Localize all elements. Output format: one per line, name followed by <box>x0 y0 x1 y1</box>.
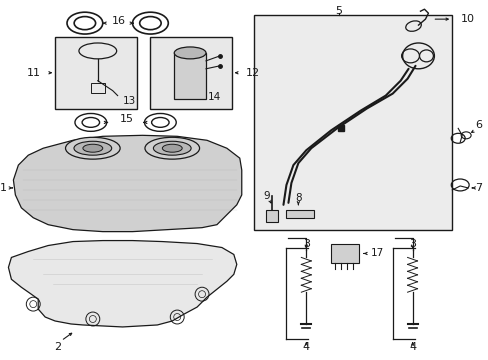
Ellipse shape <box>65 137 120 159</box>
Bar <box>150 37 231 108</box>
Text: 4: 4 <box>408 342 415 352</box>
Bar <box>91 83 104 93</box>
Bar <box>265 210 277 222</box>
Text: 17: 17 <box>370 248 383 258</box>
Bar <box>286 210 314 218</box>
Text: 11: 11 <box>27 68 41 78</box>
Ellipse shape <box>153 141 191 155</box>
Text: 9: 9 <box>263 191 269 201</box>
Text: 6: 6 <box>475 120 482 130</box>
Text: 7: 7 <box>474 183 482 193</box>
Text: 15: 15 <box>120 114 133 125</box>
Text: 2: 2 <box>54 342 61 352</box>
Text: 3: 3 <box>408 239 415 248</box>
Text: 10: 10 <box>460 14 474 24</box>
Text: 4: 4 <box>302 342 309 352</box>
Text: 8: 8 <box>294 193 301 203</box>
Text: 5: 5 <box>335 6 342 16</box>
Text: 1: 1 <box>0 183 6 193</box>
Ellipse shape <box>83 144 102 152</box>
Text: 14: 14 <box>207 91 220 102</box>
Bar <box>174 53 205 99</box>
Polygon shape <box>13 135 241 231</box>
Ellipse shape <box>144 137 199 159</box>
Bar <box>253 15 451 230</box>
Ellipse shape <box>174 47 205 59</box>
Bar <box>55 37 136 108</box>
Polygon shape <box>8 240 236 327</box>
Text: 16: 16 <box>111 16 125 26</box>
Ellipse shape <box>74 141 111 155</box>
Text: 3: 3 <box>302 239 309 248</box>
Ellipse shape <box>162 144 182 152</box>
Text: 12: 12 <box>245 68 259 78</box>
Bar <box>330 244 358 264</box>
Text: 13: 13 <box>122 95 136 105</box>
